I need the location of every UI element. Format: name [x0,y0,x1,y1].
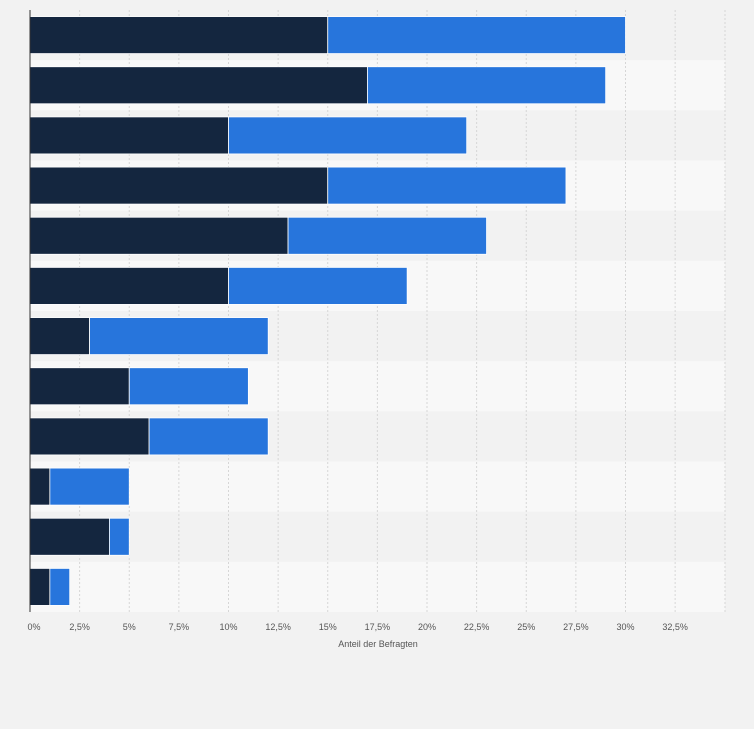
bar-series-2 [148,417,269,456]
bar-series-1 [29,216,289,255]
bar-series-1 [29,417,150,456]
bar-series-1 [29,66,368,105]
x-axis-title: Anteil der Befragten [338,639,418,649]
row-band [30,511,725,562]
bar-series-1 [29,467,51,506]
grid-lines [79,10,726,612]
x-tick-label: 25% [517,622,535,632]
bar-series-2 [228,267,408,305]
x-tick-label: 5% [123,622,136,632]
bar-series-2 [128,367,249,406]
x-tick-label: 12,5% [265,622,291,632]
bar-series-2 [89,317,269,355]
bar-series-2 [49,568,71,606]
x-tick-label: 7,5% [169,622,190,632]
bar-series-1 [29,317,90,355]
x-tick-label: 22,5% [464,622,490,632]
x-tick-label: 15% [319,622,337,632]
bar-series-1 [29,568,51,606]
bar-series-1 [29,267,229,305]
x-tick-label: 0% [27,622,40,632]
bar-series-2 [49,467,130,506]
bar-series-1 [29,166,329,205]
bar-series-2 [327,166,567,205]
bar-series-2 [109,517,130,556]
bar-series-2 [287,216,487,255]
bar-series-1 [29,517,110,556]
x-tick-label: 17,5% [365,622,391,632]
bar-series-2 [367,66,607,105]
bar-series-2 [228,116,468,155]
bar-series-1 [29,16,329,54]
bar-series-2 [327,16,626,54]
x-tick-label: 30% [616,622,634,632]
x-tick-label: 20% [418,622,436,632]
x-tick-label: 32,5% [662,622,688,632]
bars [29,16,626,606]
bar-series-1 [29,116,229,155]
x-tick-label: 27,5% [563,622,589,632]
bar-series-1 [29,367,130,406]
x-tick-label: 10% [219,622,237,632]
x-tick-labels: 0% 2,5% 5% 7,5% 10% 12,5% 15% 17,5% 20% 22,5% 25% 2… [27,622,687,632]
x-tick-label: 2,5% [69,622,90,632]
